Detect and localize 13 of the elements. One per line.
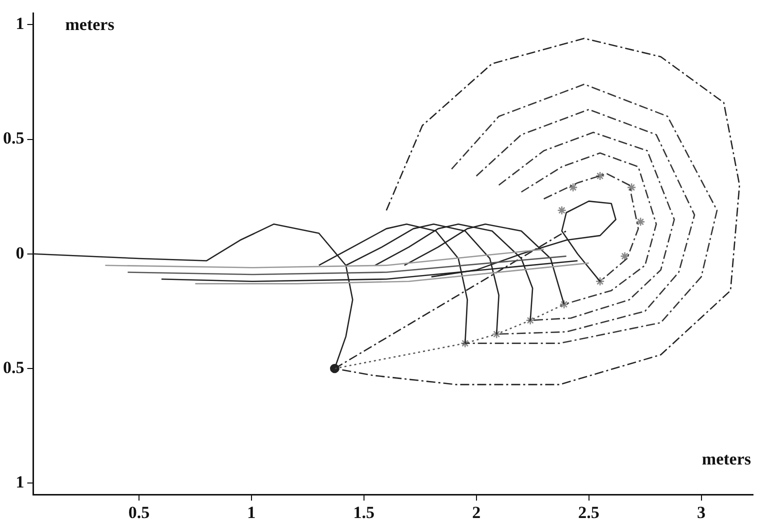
y-tick-label: 0.5 — [3, 358, 24, 377]
y-tick-label: 1 — [16, 14, 24, 34]
x-tick-label: 2 — [472, 503, 481, 522]
x-axis-title: meters — [702, 449, 752, 468]
x-tick-label: 0.5 — [128, 503, 150, 522]
y-tick-label: 0 — [16, 243, 24, 262]
y-axis-title: meters — [65, 15, 115, 34]
x-tick-label: 1.5 — [353, 503, 375, 522]
y-tick-label: 0.5 — [3, 128, 24, 148]
x-tick-label: 2.5 — [578, 503, 600, 522]
x-tick-label: 1 — [247, 503, 256, 522]
x-tick-label: 3 — [697, 503, 706, 522]
y-tick-label: 1 — [16, 472, 24, 492]
